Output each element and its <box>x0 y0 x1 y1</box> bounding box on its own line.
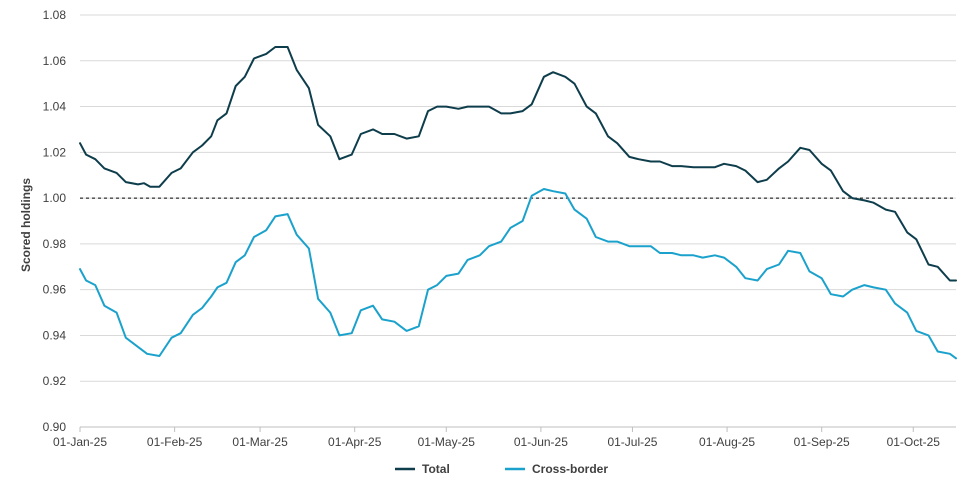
legend-label: Cross-border <box>532 462 608 476</box>
x-tick-label: 01-Sep-25 <box>794 435 850 449</box>
x-tick-label: 01-Feb-25 <box>147 435 203 449</box>
x-tick-label: 01-Oct-25 <box>887 435 941 449</box>
y-tick-label: 1.08 <box>43 8 67 22</box>
x-tick-label: 01-Jul-25 <box>607 435 657 449</box>
y-tick-label: 1.06 <box>43 54 67 68</box>
series-layer <box>79 46 957 360</box>
y-tick-label: 0.96 <box>43 283 67 297</box>
legend-label: Total <box>422 462 450 476</box>
grid-lines <box>80 14 956 428</box>
y-tick-label: 1.04 <box>43 100 67 114</box>
x-tick-label: 01-Aug-25 <box>699 435 755 449</box>
x-tick-label: 01-Jun-25 <box>514 435 568 449</box>
legend: Total Cross-border <box>395 462 608 476</box>
y-tick-label: 1.02 <box>43 145 67 159</box>
series-line-total <box>79 46 957 282</box>
x-tick-label: 01-Jan-25 <box>53 435 107 449</box>
x-tick-label: 01-May-25 <box>418 435 476 449</box>
y-axis-label: Scored holdings <box>19 178 33 272</box>
series-line-cross-border <box>79 188 957 360</box>
y-tick-label: 0.98 <box>43 237 67 251</box>
x-axis-ticks: 01-Jan-25 01-Feb-25 01-Mar-25 01-Apr-25 01-M… <box>53 427 940 449</box>
y-axis-ticks: 0.90 0.92 0.94 0.96 0.98 1.00 1.02 1.04 1.06 1.08 <box>43 8 67 434</box>
y-tick-label: 0.94 <box>43 328 67 342</box>
y-tick-label: 1.00 <box>43 191 67 205</box>
y-tick-label: 0.90 <box>43 420 67 434</box>
x-tick-label: 01-Apr-25 <box>328 435 382 449</box>
y-tick-label: 0.92 <box>43 374 67 388</box>
x-tick-label: 01-Mar-25 <box>232 435 288 449</box>
